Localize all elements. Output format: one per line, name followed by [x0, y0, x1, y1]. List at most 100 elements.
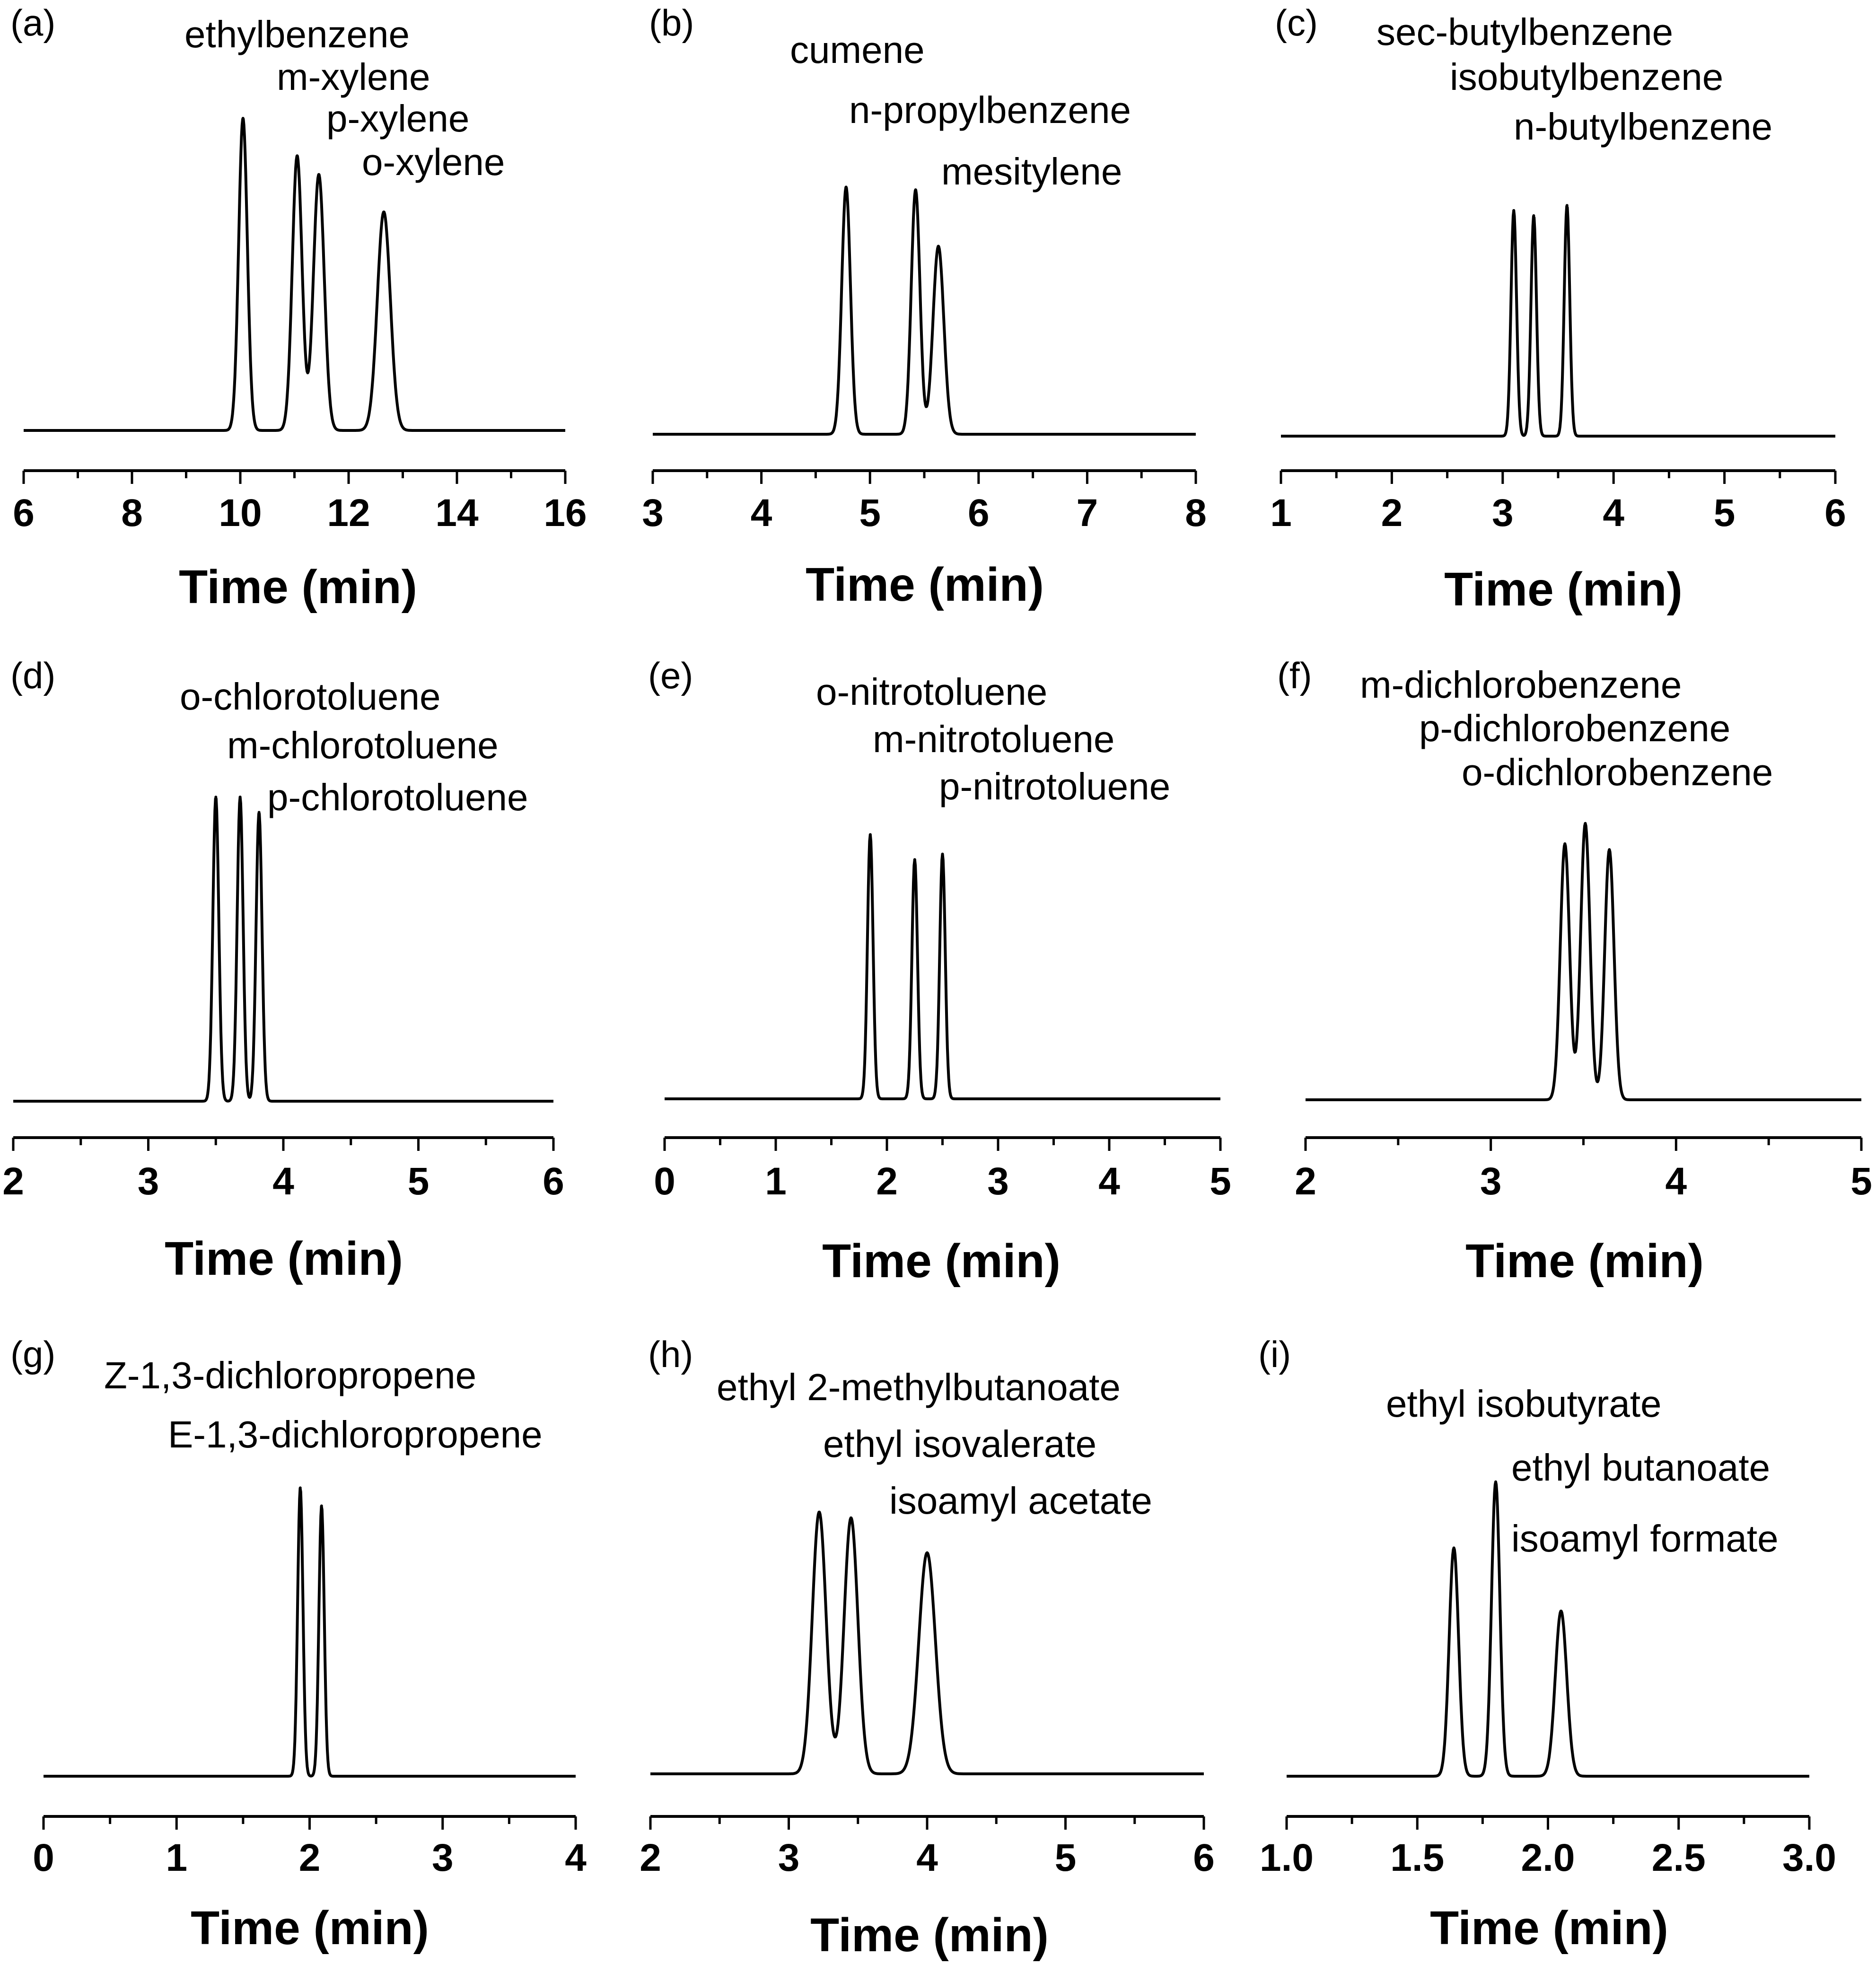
x-tick-label: 2 — [640, 1836, 661, 1879]
peak-label: isoamyl acetate — [889, 1480, 1152, 1522]
chromatogram-trace — [1286, 1480, 1810, 1778]
x-axis-title: Time (min) — [179, 561, 417, 614]
peak-label: n-butylbenzene — [1514, 105, 1772, 148]
peak-label: ethyl butanoate — [1511, 1447, 1770, 1489]
x-axis-title: Time (min) — [806, 558, 1044, 611]
peak-label: m-dichlorobenzene — [1360, 664, 1682, 706]
x-tick-label: 5 — [1055, 1836, 1077, 1879]
peak-label: m-xylene — [277, 56, 430, 98]
x-axis-title: Time (min) — [810, 1909, 1049, 1962]
x-tick-label: 7 — [1077, 491, 1098, 535]
x-axis-title: Time (min) — [191, 1902, 429, 1955]
peak-apex-1 — [1563, 842, 1567, 845]
peak-apex-3 — [926, 1551, 929, 1554]
panel-label: (e) — [648, 655, 693, 696]
x-tick-label: 6 — [968, 491, 990, 535]
peak-label: p-xylene — [326, 97, 469, 140]
chromatogram-trace — [12, 796, 554, 1103]
x-tick-label: 5 — [859, 491, 881, 535]
panel-label: (i) — [1258, 1333, 1291, 1375]
peak-apex-1 — [241, 117, 245, 120]
peak-label: E-1,3-dichloropropene — [168, 1413, 543, 1455]
peak-apex-3 — [1560, 1609, 1563, 1613]
chromatogram-trace — [664, 833, 1221, 1100]
x-axis-title: Time (min) — [1465, 1235, 1704, 1288]
peak-apex-1 — [214, 796, 218, 798]
chromatogram-trace — [1280, 205, 1836, 438]
x-tick-label: 6 — [543, 1160, 564, 1203]
x-tick-label: 1 — [166, 1836, 187, 1879]
peak-apex-3 — [937, 245, 940, 248]
peak-label: ethyl 2-methylbutanoate — [717, 1366, 1121, 1408]
x-tick-label: 5 — [1850, 1160, 1872, 1203]
peak-apex-1 — [844, 185, 848, 189]
peak-apex-2 — [296, 154, 299, 158]
peak-label: p-chlorotoluene — [267, 776, 528, 818]
x-tick-label: 0 — [33, 1836, 54, 1879]
chromatogram-trace — [43, 1487, 577, 1778]
peak-apex-3 — [317, 173, 320, 176]
x-tick-label: 16 — [544, 491, 587, 535]
x-tick-label: 3 — [1480, 1160, 1502, 1203]
x-tick-label: 0 — [654, 1160, 675, 1203]
x-tick-label: 4 — [751, 491, 772, 535]
peak-label: o-chlorotoluene — [180, 675, 440, 718]
peak-label: isobutylbenzene — [1450, 56, 1723, 98]
x-tick-label: 4 — [565, 1836, 587, 1879]
peak-label: o-dichlorobenzene — [1462, 751, 1773, 793]
peak-apex-3 — [941, 852, 944, 856]
x-tick-label: 4 — [1603, 491, 1624, 535]
chromatogram-trace — [23, 117, 566, 432]
chart-panel-i: (i) ethyl isobutyrate ethyl butanoate isoam… — [1258, 1333, 1836, 1955]
peak-label: o-nitrotoluene — [816, 671, 1047, 713]
x-tick-label: 2 — [2, 1160, 24, 1203]
x-tick-label: 1 — [765, 1160, 787, 1203]
x-tick-label: 2.5 — [1652, 1836, 1706, 1879]
x-tick-label: 12 — [327, 491, 370, 535]
peak-apex-4 — [382, 210, 386, 213]
peak-apex-2 — [913, 858, 916, 861]
peak-apex-1 — [1512, 209, 1516, 212]
peak-label: p-nitrotoluene — [939, 765, 1170, 807]
panel-label: (a) — [10, 2, 55, 44]
x-tick-label: 3.0 — [1782, 1836, 1836, 1879]
x-tick-label: 2 — [1295, 1160, 1316, 1203]
x-tick-label: 2 — [299, 1836, 321, 1879]
peak-apex-2 — [320, 1504, 323, 1508]
peak-label: n-propylbenzene — [849, 89, 1131, 131]
peak-apex-1 — [817, 1510, 821, 1514]
panel-label: (c) — [1275, 2, 1318, 44]
x-tick-label: 5 — [408, 1160, 430, 1203]
chart-panel-d: (d) o-chlorotoluene m-chlorotoluene p-chlor… — [2, 655, 564, 1285]
x-tick-label: 3 — [138, 1160, 159, 1203]
x-tick-label: 2 — [1381, 491, 1403, 535]
peak-apex-2 — [238, 796, 242, 798]
x-tick-label: 4 — [1666, 1160, 1687, 1203]
x-tick-label: 6 — [1193, 1836, 1215, 1879]
x-tick-label: 3 — [1492, 491, 1514, 535]
chromatogram-trace — [652, 186, 1197, 436]
x-axis-title: Time (min) — [822, 1235, 1061, 1288]
x-tick-label: 1 — [1270, 491, 1292, 535]
x-tick-label: 1.0 — [1260, 1836, 1314, 1879]
x-tick-label: 10 — [219, 491, 262, 535]
panel-label: (d) — [10, 655, 55, 696]
x-tick-label: 8 — [1185, 491, 1207, 535]
peak-label: sec-butylbenzene — [1376, 11, 1673, 53]
peak-label: ethylbenzene — [184, 13, 410, 55]
x-tick-label: 1.5 — [1390, 1836, 1444, 1879]
peak-label: ethyl isobutyrate — [1386, 1383, 1662, 1425]
x-axis-title: Time (min) — [1444, 563, 1683, 616]
peak-apex-1 — [298, 1486, 302, 1490]
chart-panel-f: (f) m-dichlorobenzenep-dichlorobenzeneo-d… — [1277, 655, 1872, 1288]
chromatogram-trace — [1305, 822, 1862, 1101]
x-tick-label: 5 — [1210, 1160, 1231, 1203]
x-tick-label: 2 — [876, 1160, 898, 1203]
x-tick-label: 3 — [987, 1160, 1009, 1203]
peak-apex-2 — [1584, 822, 1587, 825]
x-tick-label: 8 — [121, 491, 143, 535]
peak-apex-2 — [850, 1516, 853, 1519]
peak-label: Z-1,3-dichloropropene — [104, 1354, 476, 1396]
